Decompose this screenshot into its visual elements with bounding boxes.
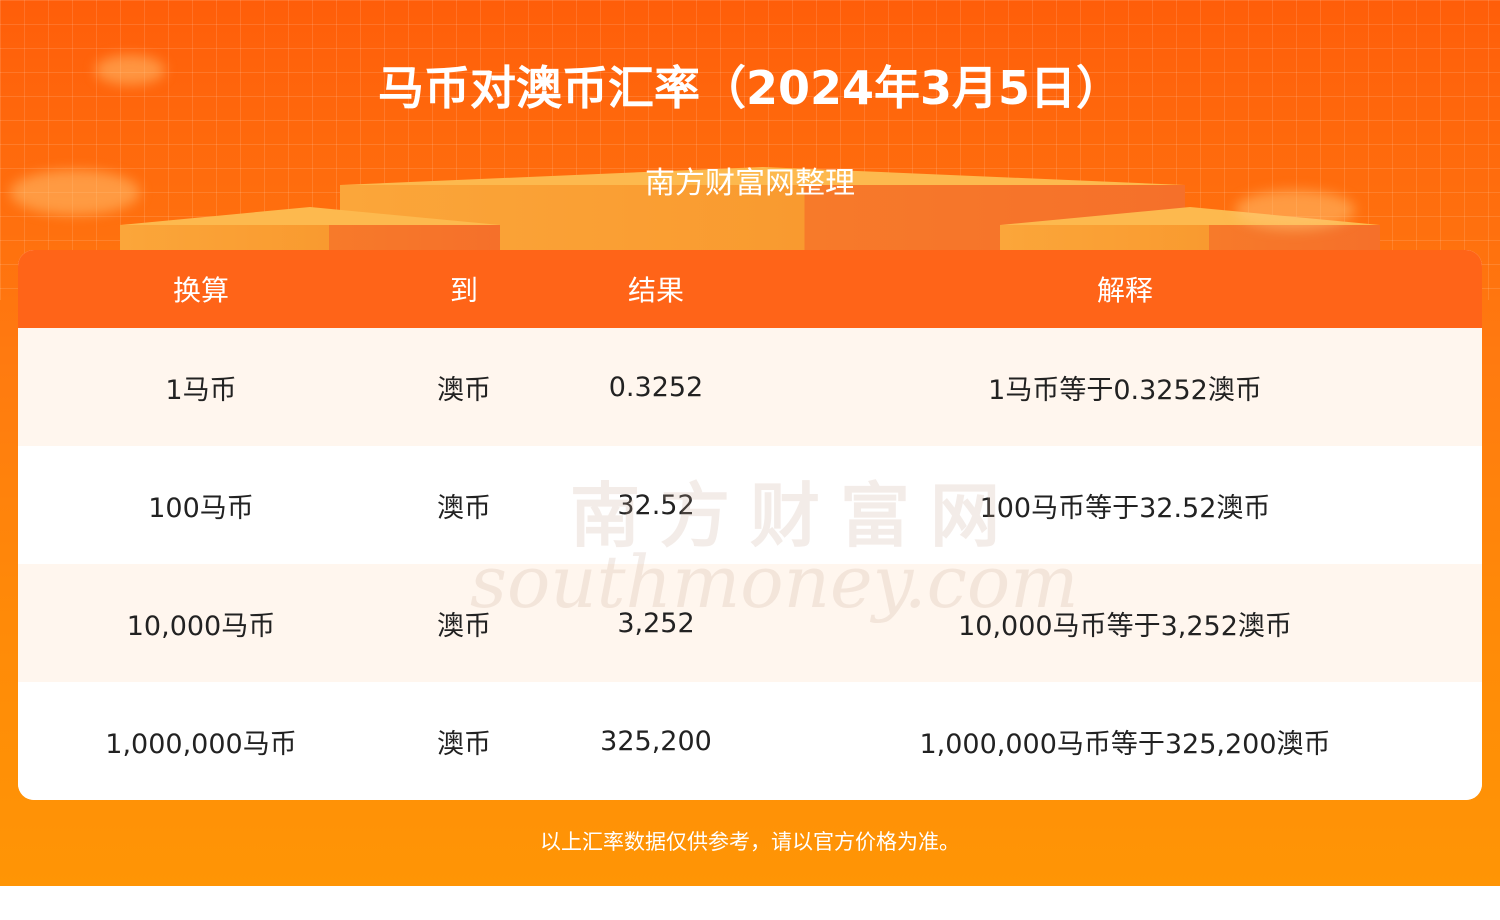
table-cell: 澳币: [437, 610, 491, 642]
table-cell: 澳币: [437, 374, 491, 406]
table-cell: 3,252: [617, 607, 695, 639]
table-body: 1马币 澳币 0.3252 1马币等于0.3252澳币 100马币 澳币 32.52 100马…: [18, 328, 1482, 800]
table-cell: 32.52: [617, 489, 695, 521]
table-cell: 1,000,000马币: [105, 728, 297, 760]
table-cell: 1马币等于0.3252澳币: [988, 374, 1262, 406]
disclaimer: 以上汇率数据仅供参考，请以官方价格为准。: [540, 830, 960, 854]
table-row: 100马币 澳币 32.52 100马币等于32.52澳币: [18, 446, 1482, 564]
table-row: 1,000,000马币 澳币 325,200 1,000,000马币等于325,200…: [18, 682, 1482, 800]
table-cell: 100马币: [148, 492, 254, 524]
table-cell: 1,000,000马币等于325,200澳币: [919, 728, 1331, 760]
exchange-table: 换算 到 结果 解释 1马币 澳币 0.3252 1马币等于0.3252澳币 100马币…: [18, 250, 1482, 800]
table-row: 1马币 澳币 0.3252 1马币等于0.3252澳币: [18, 328, 1482, 446]
table-header: 换算 到 结果 解释: [18, 250, 1482, 328]
table-row: 10,000马币 澳币 3,252 10,000马币等于3,252澳币: [18, 564, 1482, 682]
table-cell: 10,000马币等于3,252澳币: [958, 610, 1292, 642]
table-cell: 10,000马币: [126, 610, 276, 642]
table-cell: 1马币: [165, 374, 237, 406]
page-title: 马币对澳币汇率（2024年3月5日）: [377, 61, 1123, 115]
page-subtitle: 南方财富网整理: [645, 166, 855, 201]
table-cell: 100马币等于32.52澳币: [979, 492, 1271, 524]
column-header: 换算: [172, 274, 229, 307]
decor-coin: [95, 55, 165, 85]
column-header: 解释: [1096, 274, 1153, 307]
column-header: 到: [449, 274, 478, 307]
table-cell: 325,200: [600, 725, 712, 757]
decor-coin: [10, 170, 140, 215]
table-cell: 0.3252: [608, 371, 704, 403]
decor-coin: [1235, 190, 1355, 230]
table-cell: 澳币: [437, 728, 491, 760]
table-cell: 澳币: [437, 492, 491, 524]
column-header: 结果: [627, 274, 684, 307]
